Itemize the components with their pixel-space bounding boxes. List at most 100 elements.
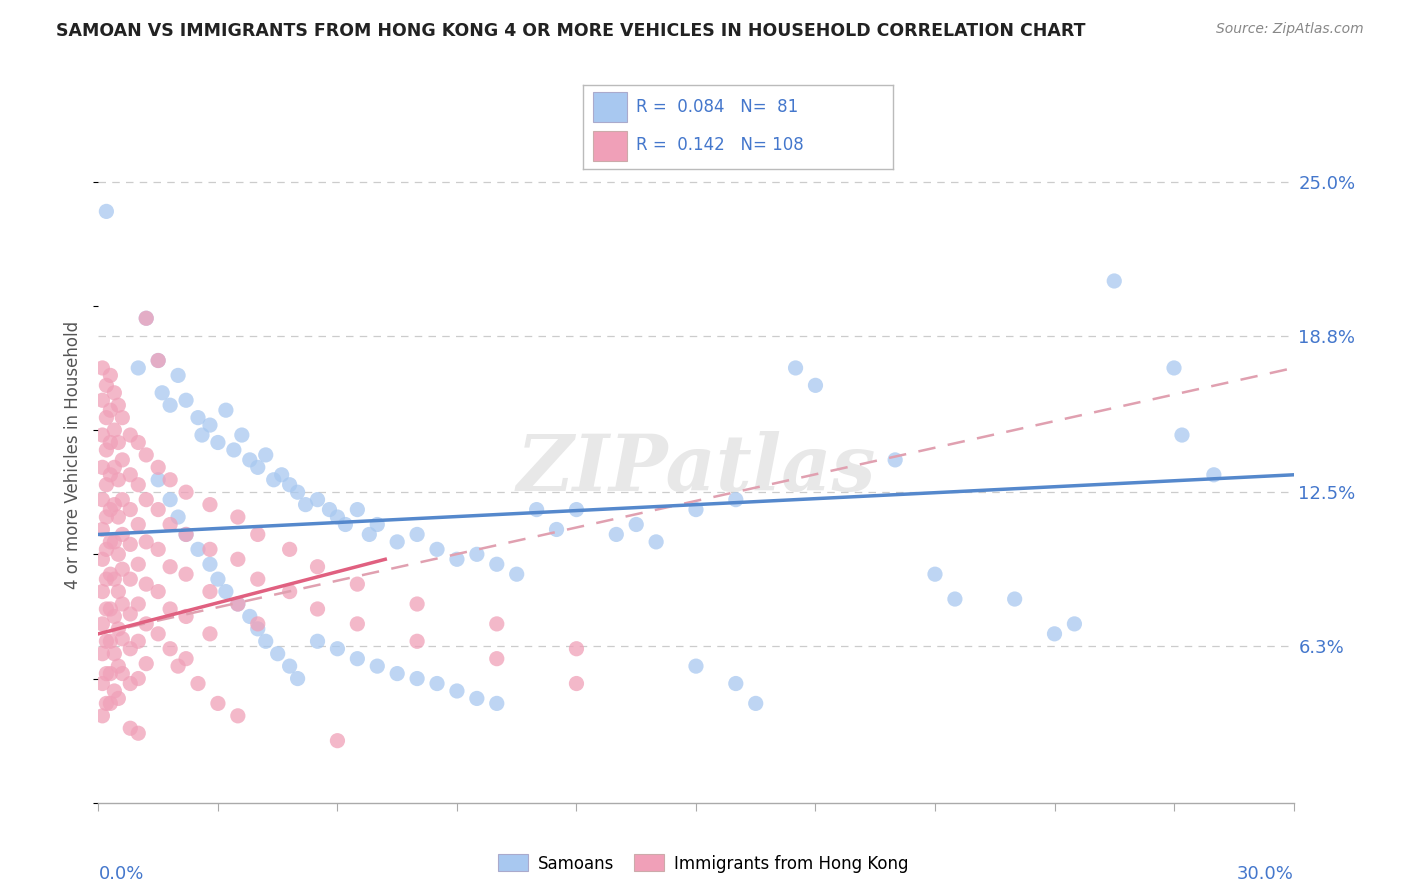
Point: [107, 435, 129, 450]
Point: [346, 502, 368, 516]
Point: [187, 410, 209, 425]
Point: [91, 552, 114, 566]
Point: [135, 616, 157, 631]
Point: [222, 442, 245, 457]
Point: [239, 609, 262, 624]
Point: [107, 622, 129, 636]
Point: [120, 607, 142, 621]
Point: [270, 467, 292, 482]
Point: [100, 634, 122, 648]
Point: [91, 361, 114, 376]
Point: [346, 651, 368, 665]
Point: [96, 442, 118, 457]
Point: [231, 428, 253, 442]
Point: [254, 448, 277, 462]
FancyBboxPatch shape: [593, 131, 627, 161]
Text: SAMOAN VS IMMIGRANTS FROM HONG KONG 4 OR MORE VEHICLES IN HOUSEHOLD CORRELATION : SAMOAN VS IMMIGRANTS FROM HONG KONG 4 OR…: [56, 22, 1085, 40]
Point: [287, 672, 309, 686]
Point: [485, 651, 508, 665]
Point: [91, 676, 114, 690]
Point: [785, 361, 807, 376]
Point: [246, 572, 269, 586]
Point: [127, 361, 149, 376]
Point: [100, 368, 122, 383]
Point: [107, 510, 129, 524]
Point: [100, 467, 122, 482]
Point: [96, 410, 118, 425]
Point: [506, 567, 529, 582]
Point: [215, 403, 238, 417]
Point: [96, 602, 118, 616]
Point: [207, 572, 229, 586]
Point: [174, 485, 197, 500]
Point: [159, 559, 181, 574]
Point: [120, 676, 142, 690]
Point: [198, 418, 221, 433]
Point: [804, 378, 827, 392]
Point: [91, 460, 114, 475]
Point: [127, 672, 149, 686]
Point: [148, 542, 170, 557]
Point: [246, 527, 269, 541]
Point: [127, 597, 149, 611]
Point: [100, 502, 122, 516]
Point: [685, 659, 707, 673]
Point: [485, 697, 508, 711]
Text: R =  0.142   N= 108: R = 0.142 N= 108: [636, 136, 804, 154]
Point: [626, 517, 648, 532]
Point: [100, 697, 122, 711]
Point: [103, 609, 125, 624]
Point: [96, 510, 118, 524]
Point: [91, 523, 114, 537]
Point: [148, 460, 170, 475]
Point: [167, 659, 190, 673]
Point: [174, 527, 197, 541]
Point: [174, 393, 197, 408]
Point: [135, 448, 157, 462]
Point: [148, 473, 170, 487]
Point: [103, 498, 125, 512]
Point: [1171, 428, 1194, 442]
Point: [267, 647, 290, 661]
Point: [148, 627, 170, 641]
Point: [91, 428, 114, 442]
Point: [465, 691, 488, 706]
Point: [278, 542, 301, 557]
Point: [278, 659, 301, 673]
Point: [226, 552, 249, 566]
Point: [111, 527, 134, 541]
Point: [127, 726, 149, 740]
Point: [335, 517, 357, 532]
Point: [724, 492, 747, 507]
Point: [111, 666, 134, 681]
Point: [100, 567, 122, 582]
Point: [307, 602, 329, 616]
Point: [1202, 467, 1225, 482]
Point: [318, 502, 340, 516]
Point: [645, 535, 668, 549]
Point: [91, 492, 114, 507]
Point: [346, 577, 368, 591]
Point: [135, 492, 157, 507]
Point: [565, 676, 588, 690]
Point: [198, 584, 221, 599]
Point: [120, 537, 142, 551]
Point: [359, 527, 381, 541]
Point: [91, 708, 114, 723]
Point: [1004, 592, 1026, 607]
Point: [406, 634, 429, 648]
Point: [120, 502, 142, 516]
Text: ZIPatlas: ZIPatlas: [516, 431, 876, 507]
Text: 0.0%: 0.0%: [98, 865, 143, 883]
Point: [924, 567, 946, 582]
Text: Source: ZipAtlas.com: Source: ZipAtlas.com: [1216, 22, 1364, 37]
Point: [159, 473, 181, 487]
Point: [135, 657, 157, 671]
Point: [406, 527, 429, 541]
Point: [103, 572, 125, 586]
Point: [1163, 361, 1185, 376]
Point: [120, 467, 142, 482]
Point: [745, 697, 768, 711]
Point: [103, 460, 125, 475]
Point: [135, 535, 157, 549]
